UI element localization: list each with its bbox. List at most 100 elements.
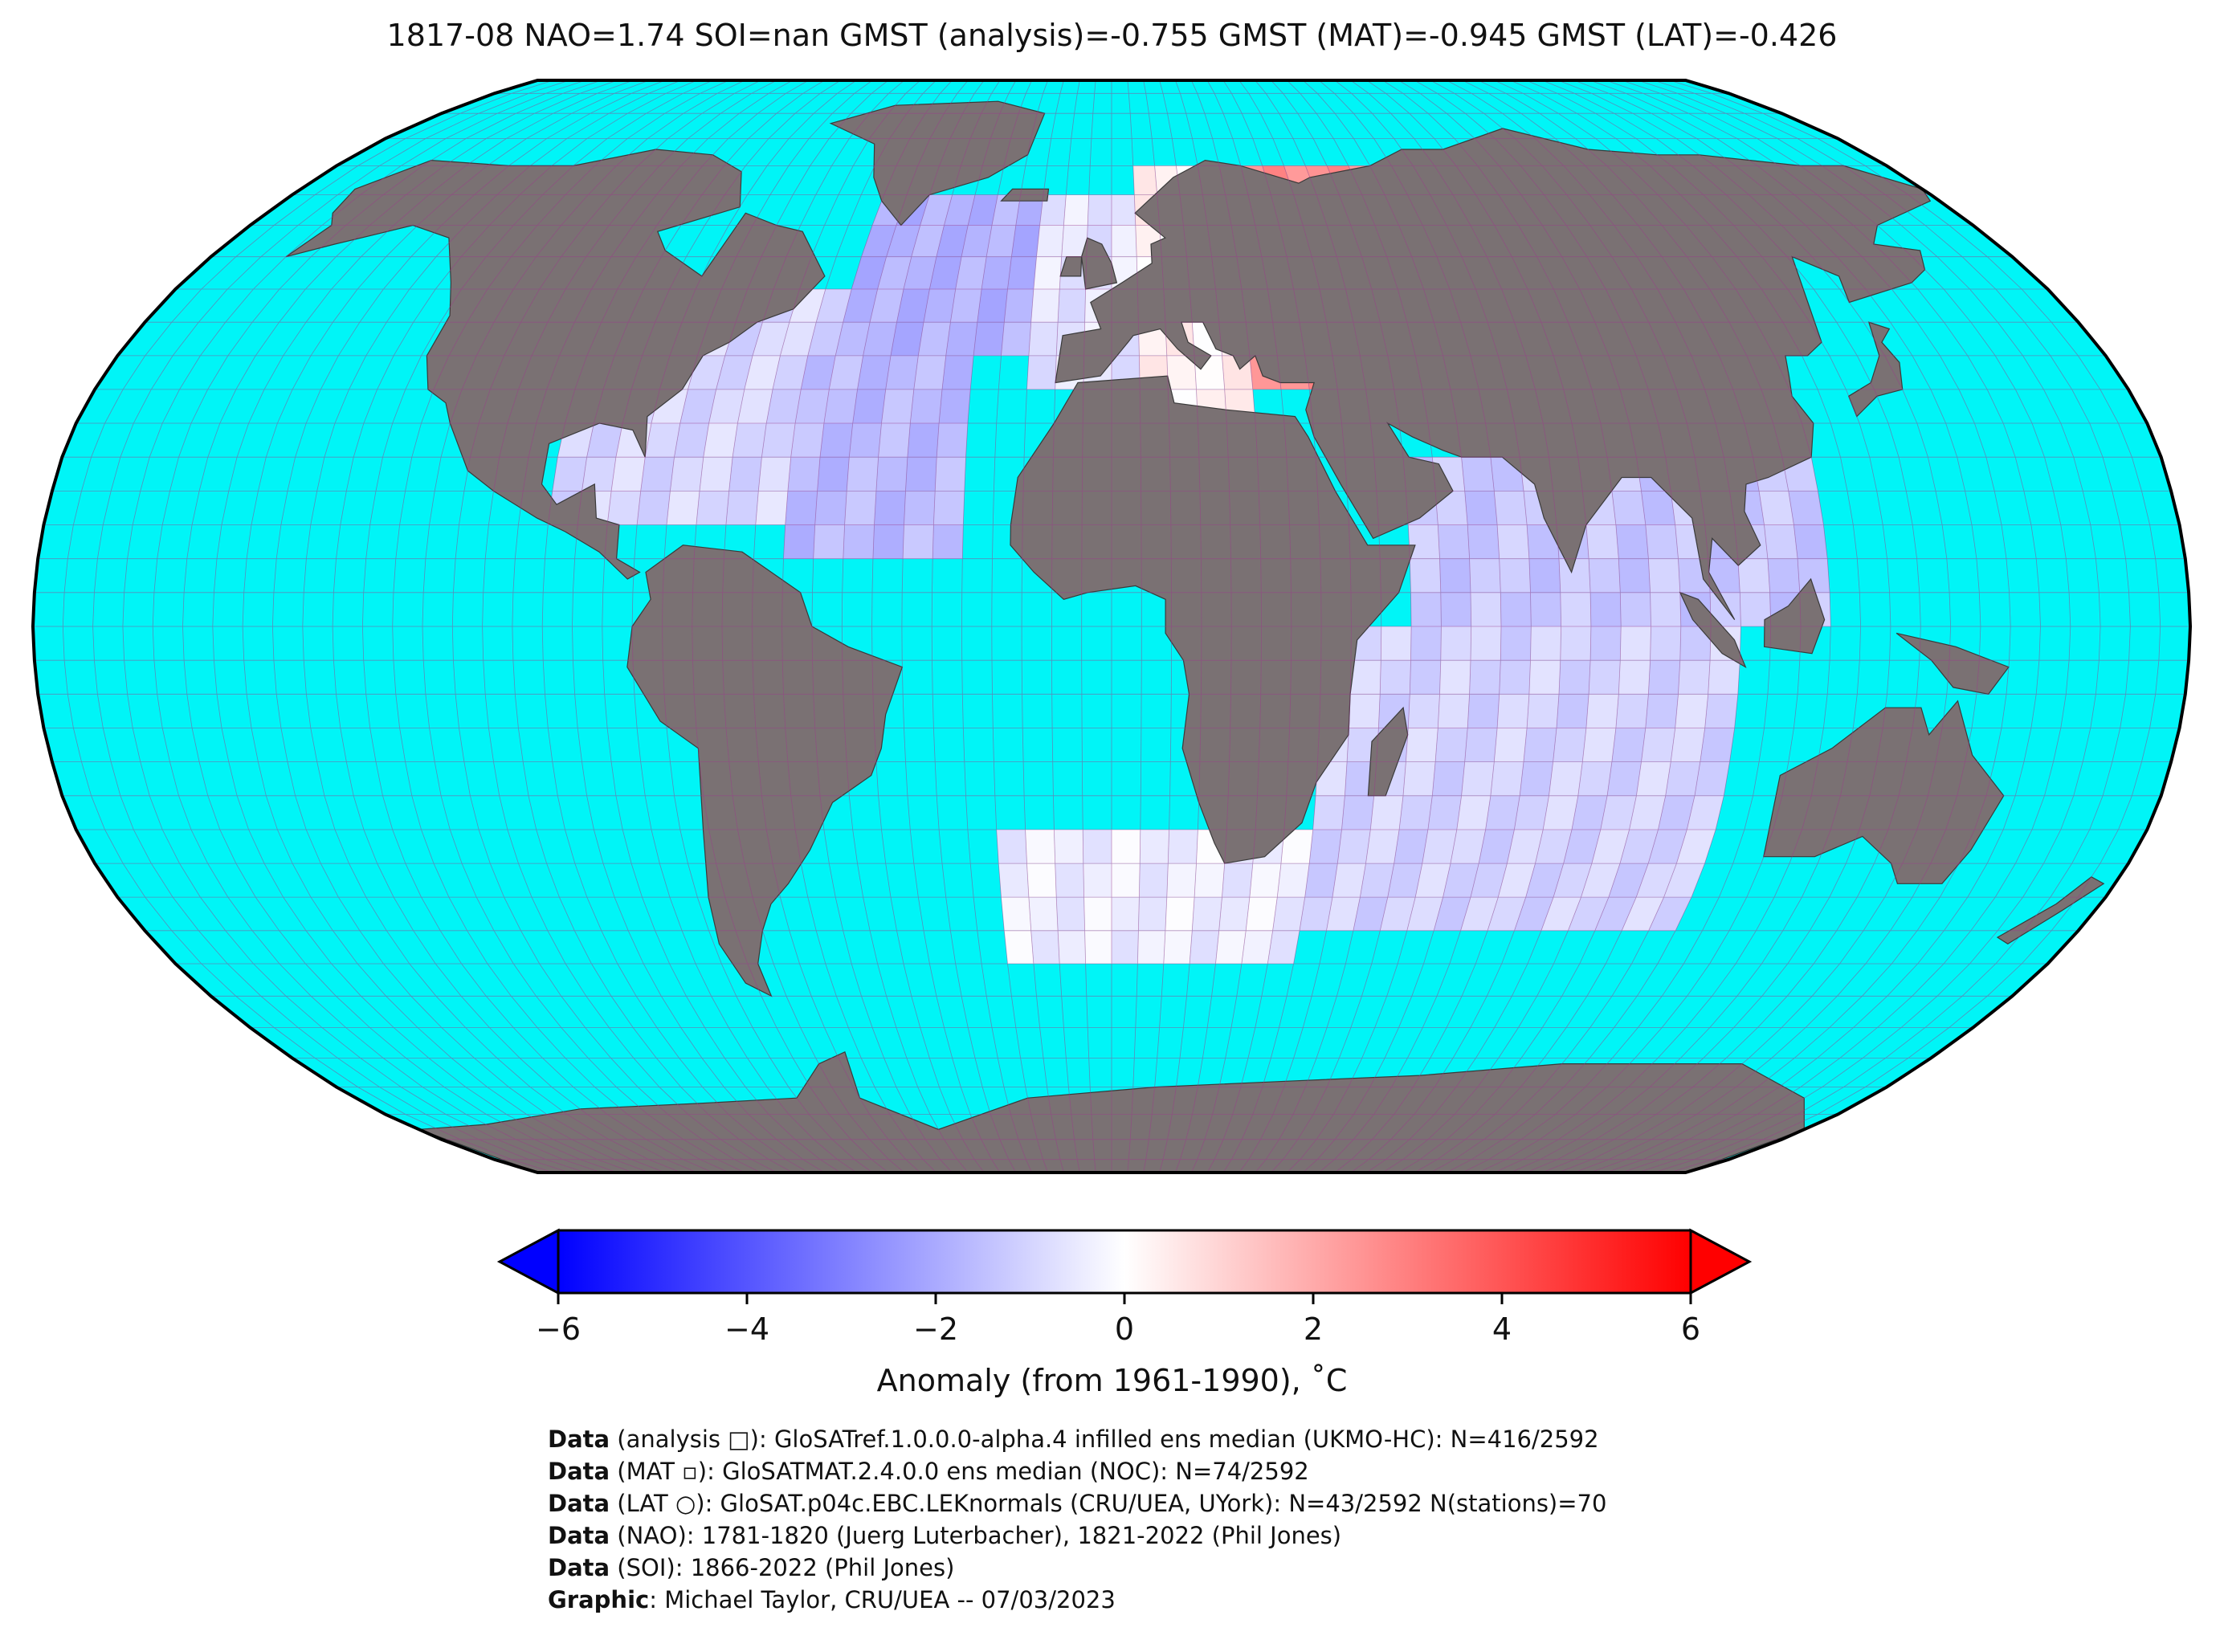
anomaly-cell [1514,897,1554,931]
anomaly-cell [1611,728,1646,762]
anomaly-cell [1408,694,1440,728]
anomaly-cell [1615,694,1649,728]
anomaly-cell [1026,863,1057,898]
anomaly-cell [1451,830,1486,864]
anomaly-cell [1432,761,1465,796]
landmass-borneo [1763,577,1826,655]
anomaly-cell [1585,524,1619,559]
anomaly-cell [1406,728,1438,762]
anomaly-cell [903,524,934,559]
anomaly-cell [1011,225,1040,257]
anomaly-cell [816,289,852,323]
anomaly-cell [1249,863,1281,898]
anomaly-cell [847,457,879,492]
anomaly-cell [1553,863,1592,898]
anomaly-cell [667,491,700,525]
anomaly-cell [910,389,942,423]
anomaly-cell [1084,930,1112,964]
anomaly-cell [758,457,791,492]
anomaly-cell [1494,491,1528,525]
anomaly-cell [1764,524,1798,559]
lat-lon-grid [33,80,2190,1173]
anomaly-cell [1422,830,1457,864]
anomaly-cell [1704,694,1738,728]
anomaly-cell [961,225,992,257]
anomaly-cell [1708,660,1740,695]
anomaly-cell [878,423,911,458]
anomaly-cell [1767,558,1800,593]
map-border [31,79,2193,1174]
anomaly-cell [1443,863,1479,898]
anomaly-cell [1030,289,1060,323]
anomaly-cell [1527,524,1559,559]
anomaly-cell [857,355,891,390]
anomaly-cell [1380,897,1416,931]
anomaly-cell [1514,795,1549,830]
anomaly-cell [1246,897,1278,931]
anomaly-cell [1222,863,1253,898]
anomaly-cell [801,355,836,390]
colorbar-label: Anomaly (from 1961-1990), ˚C [876,1363,1348,1398]
anomaly-cell [1527,694,1559,728]
anomaly-cell [732,423,767,458]
anomaly-cell [1281,830,1313,864]
anomaly-cell [1581,863,1620,898]
anomaly-cell [552,457,587,492]
anomaly-cell [773,355,808,390]
anomaly-cell [1061,225,1088,257]
anomaly-cell [904,256,937,289]
anomaly-cell [874,491,906,525]
anomaly-cell [1528,558,1561,593]
anomaly-cell [1166,355,1197,390]
anomaly-cell [1054,830,1083,864]
anomaly-cell [1572,795,1608,830]
anomaly-cell [849,423,882,458]
anomaly-cell [1648,558,1680,593]
data-credits: Data (analysis □): GloSATref.1.0.0.0-alp… [548,1423,1606,1616]
credit-line-nao: Data (NAO): 1781-1820 (Juerg Luterbacher… [548,1522,1342,1549]
anomaly-cell [1607,761,1642,796]
anomaly-cell [607,491,641,525]
anomaly-cell [744,355,781,390]
landmass-australia [1763,700,2005,884]
anomaly-cell [1192,897,1222,931]
anomaly-cell [1497,524,1529,559]
anomaly-cell [1007,256,1037,289]
anomaly-cell [1410,558,1441,593]
anomaly-cell [1648,660,1680,695]
anomaly-cell [1676,830,1716,864]
anomaly-cell [998,863,1029,898]
anomaly-cell [935,457,966,492]
anomaly-cell [911,225,945,257]
anomaly-cell [1083,897,1112,931]
region-indian-ocean-south [1300,626,1741,931]
anomaly-cell [716,355,753,390]
anomaly-cell [1241,930,1273,964]
anomaly-cell [1112,194,1136,226]
anomaly-cell [795,389,830,423]
region-central-north-atlantic [835,194,1043,356]
anomaly-cell [728,457,762,492]
anomaly-cell [944,194,975,226]
anomaly-cell [823,389,858,423]
landmass-japan [1847,321,1904,418]
anomaly-cell [852,389,886,423]
anomaly-cell [1435,728,1468,762]
anomaly-cell [1549,761,1583,796]
anomaly-cell [1500,626,1532,661]
anomaly-cell [861,225,896,257]
anomaly-cell [1394,830,1428,864]
anomaly-cell [1112,225,1137,257]
anomaly-cell [968,194,998,226]
anomaly-cell [1608,863,1649,898]
anomaly-cell [920,194,953,226]
anomaly-cell [1168,830,1198,864]
anomaly-cell [1410,626,1442,661]
anomaly-cell [1030,930,1060,964]
colorbar-tick-label: −6 [536,1311,581,1347]
anomaly-cell [1620,592,1651,626]
anomaly-cell [703,423,738,458]
credit-line-mat: Data (MAT ▫): GloSATMAT.2.4.0.0 ens medi… [548,1458,1309,1485]
anomaly-cell [1001,897,1031,931]
anomaly-cell [918,322,951,356]
